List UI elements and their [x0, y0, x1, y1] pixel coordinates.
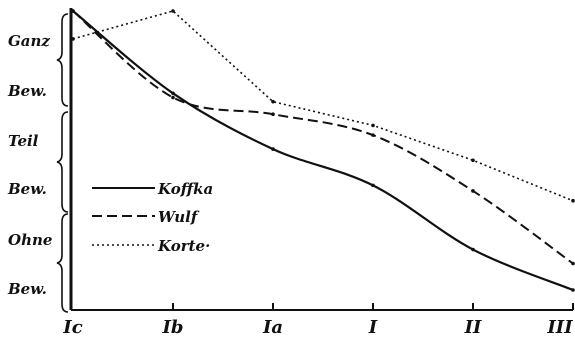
data-point — [71, 37, 75, 41]
y-group-brace — [56, 213, 69, 313]
data-point — [171, 9, 175, 13]
y-group-label: Bew. — [7, 180, 47, 198]
data-point — [371, 133, 375, 137]
data-point — [271, 147, 275, 151]
x-ticks — [172, 303, 574, 310]
data-point — [471, 247, 475, 252]
x-tick-labels: Ic Ib Ia I II III — [62, 317, 573, 338]
x-tick-label: Ib — [161, 317, 183, 338]
y-group-label: Ohne — [8, 231, 52, 249]
x-tick-label: III — [546, 317, 573, 338]
data-point — [471, 158, 475, 163]
series-line-wulf — [72, 10, 574, 265]
data-point — [571, 288, 575, 292]
x-tick-label: Ia — [262, 317, 283, 338]
x-tick-label: II — [464, 317, 482, 338]
legend-label-koffka: Koffka — [157, 180, 213, 198]
y-group-label: Ganz — [8, 32, 50, 50]
x-tick-label: I — [368, 317, 378, 338]
y-group-label: Teil — [8, 132, 39, 150]
y-group-label: Bew. — [7, 82, 47, 100]
y-group-brace — [56, 13, 69, 107]
data-point — [571, 198, 575, 203]
data-point — [471, 189, 475, 193]
legend-label-korte: Korte· — [157, 237, 210, 255]
series-line-koffka — [72, 10, 574, 292]
data-point — [371, 123, 375, 128]
data-point — [571, 261, 575, 266]
data-point — [171, 91, 175, 96]
y-group-label: Bew. — [7, 280, 47, 298]
y-group-brace — [56, 111, 69, 213]
data-point — [271, 112, 275, 117]
legend-label-wulf: Wulf — [158, 208, 200, 226]
series-line-korte — [72, 10, 574, 202]
x-tick-label: Ic — [62, 317, 82, 338]
data-point — [271, 99, 275, 104]
data-point — [171, 95, 175, 100]
data-point — [71, 9, 75, 13]
data-point — [371, 183, 375, 188]
legend: Koffka Wulf Korte· — [92, 180, 213, 255]
series-group — [71, 9, 575, 292]
